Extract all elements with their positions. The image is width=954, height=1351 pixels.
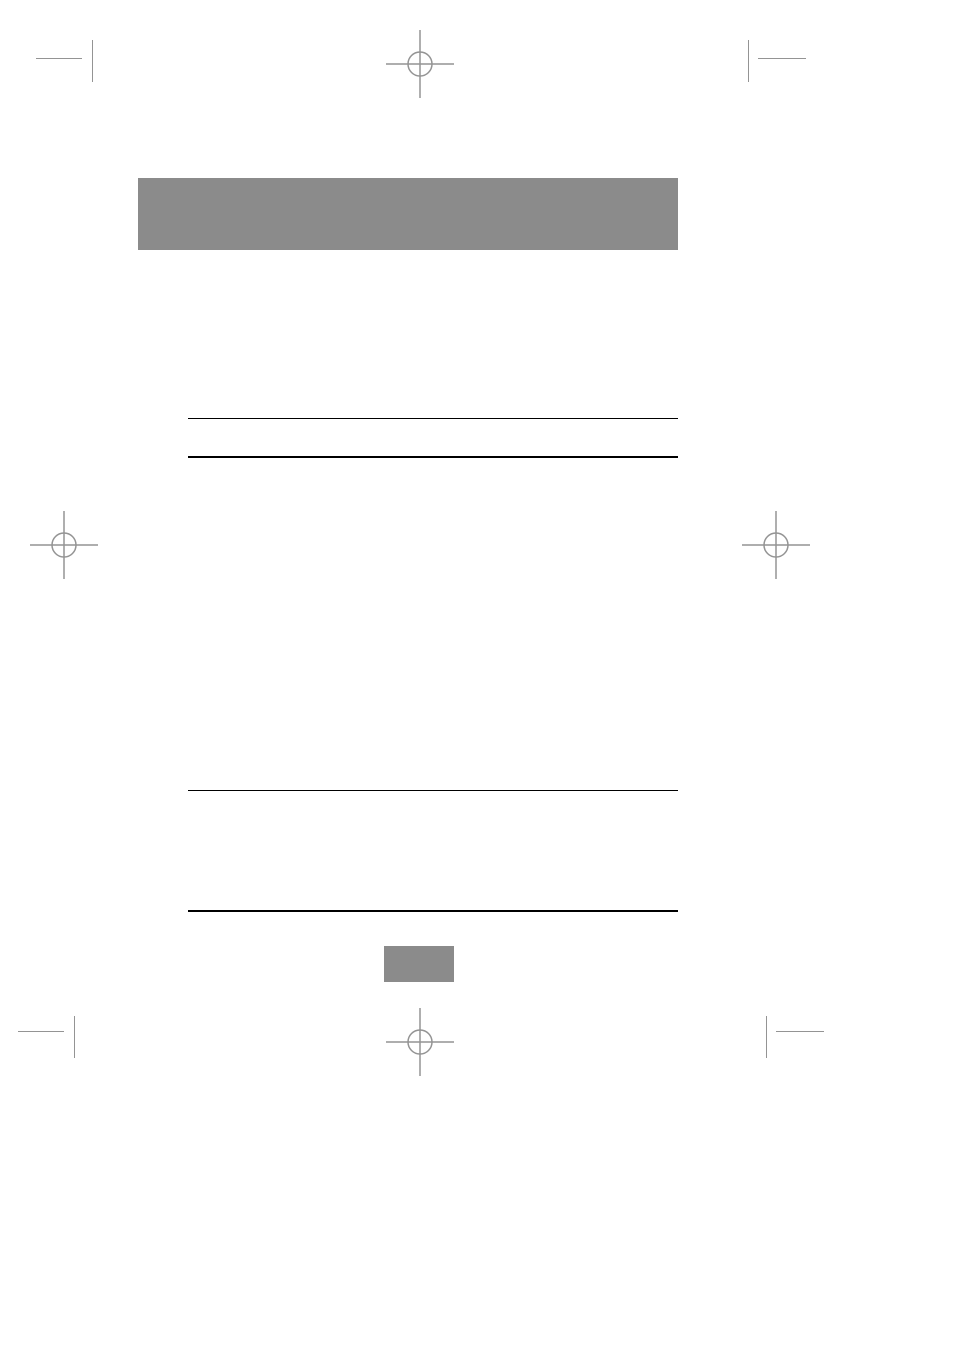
crop-mark xyxy=(776,1031,824,1032)
registration-mark-icon xyxy=(386,30,454,98)
crop-mark xyxy=(766,1016,767,1058)
crop-mark xyxy=(36,58,82,59)
registration-mark-icon xyxy=(30,511,98,579)
divider-rule xyxy=(188,910,678,912)
registration-mark-icon xyxy=(742,511,810,579)
divider-rule xyxy=(188,790,678,791)
crop-mark xyxy=(74,1016,75,1058)
divider-rule xyxy=(188,456,678,458)
registration-mark-icon xyxy=(386,1008,454,1076)
footer-block xyxy=(384,946,454,982)
divider-rule xyxy=(188,418,678,419)
crop-mark xyxy=(18,1031,64,1032)
crop-mark xyxy=(758,58,806,59)
crop-mark xyxy=(748,40,749,82)
crop-mark xyxy=(92,40,93,82)
header-bar xyxy=(138,178,678,250)
